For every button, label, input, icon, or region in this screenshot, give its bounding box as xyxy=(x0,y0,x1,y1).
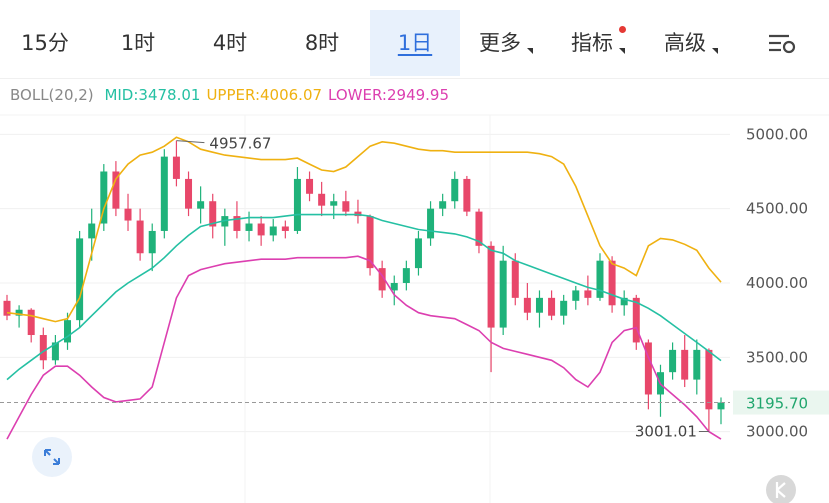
candle-body xyxy=(269,226,277,236)
candle-body xyxy=(572,290,580,301)
candle-body xyxy=(342,201,350,212)
tab[interactable]: 15分 xyxy=(21,31,69,55)
dropdown-arrow xyxy=(619,48,625,54)
y-tick-label: 4000.00 xyxy=(746,274,808,292)
band-line xyxy=(6,213,722,381)
candle-body xyxy=(245,223,253,231)
candle-body xyxy=(451,178,459,202)
candle-body xyxy=(548,297,556,316)
y-tick-label: 3000.00 xyxy=(746,423,808,441)
candle-body xyxy=(390,282,398,291)
indicator-name: BOLL(20,2) xyxy=(10,86,94,104)
max-label: 4957.67 xyxy=(209,135,271,153)
candle-body xyxy=(584,290,592,298)
candle-body xyxy=(209,201,217,227)
timeframe-tabs: 15分 1时 4时 8时 1日 更多 指标 高级 xyxy=(0,0,829,79)
candle-body xyxy=(100,171,108,224)
candle-body xyxy=(487,245,495,328)
candle-body xyxy=(681,349,689,380)
candle-body xyxy=(366,216,374,269)
candle-body xyxy=(499,260,507,328)
max-connector xyxy=(176,140,205,144)
candle-body xyxy=(160,156,168,231)
y-tick-label: 4500.00 xyxy=(746,200,808,218)
legend-entry: MID:3478.01 xyxy=(104,86,201,104)
candle-body xyxy=(76,238,84,321)
tab[interactable]: 1日 xyxy=(370,10,460,76)
last-price-label: 3195.70 xyxy=(746,395,808,413)
candle-body xyxy=(717,402,725,410)
candle-body xyxy=(112,171,120,209)
candle-body xyxy=(136,220,144,254)
expand-button[interactable] xyxy=(32,437,72,477)
tab[interactable]: 4时 xyxy=(212,31,248,55)
candle-body xyxy=(88,223,96,239)
candle-body xyxy=(414,238,422,269)
candle-body xyxy=(535,297,543,313)
candle-body xyxy=(64,320,72,343)
candle-body xyxy=(560,300,568,316)
notice-dot xyxy=(619,26,626,33)
candle-body xyxy=(257,223,265,236)
candle-body xyxy=(620,297,628,306)
candle-body xyxy=(172,156,180,179)
tab[interactable]: 高级 xyxy=(664,31,706,55)
y-tick-label: 3500.00 xyxy=(746,348,808,366)
candle-body xyxy=(233,216,241,231)
tab[interactable]: 1时 xyxy=(120,31,156,55)
min-label: 3001.01 xyxy=(635,422,697,440)
tab[interactable]: 指标 xyxy=(571,31,613,55)
candle-body xyxy=(523,297,531,313)
candle-body xyxy=(632,297,640,343)
candle-body xyxy=(475,211,483,246)
candle-body xyxy=(596,260,604,298)
candle-body xyxy=(124,208,132,221)
candle-body xyxy=(318,193,326,206)
candle-body xyxy=(644,342,652,395)
candle-body xyxy=(3,300,11,316)
candle-body xyxy=(427,208,435,239)
dropdown-arrow xyxy=(527,48,533,54)
back-button[interactable] xyxy=(766,475,796,503)
legend-entry: LOWER:2949.95 xyxy=(328,86,450,104)
candle-body xyxy=(281,226,289,231)
candle-body xyxy=(293,178,301,231)
candle-body xyxy=(306,178,314,194)
candle-body xyxy=(608,260,616,306)
candle-body xyxy=(402,268,410,283)
tab[interactable]: 8时 xyxy=(304,31,340,55)
candle-body xyxy=(511,260,519,298)
candle-body xyxy=(15,309,23,316)
candle-body xyxy=(705,349,713,410)
candle-body xyxy=(439,201,447,209)
candle-body xyxy=(39,335,47,361)
last-price-box xyxy=(733,390,829,415)
indicator-legend: BOLL(20,2) MID:3478.01 UPPER:4006.07 LOWER… xyxy=(10,86,455,104)
dropdown-arrow xyxy=(712,48,718,54)
candle-body xyxy=(463,178,471,212)
candle-body xyxy=(693,349,701,380)
candle-body xyxy=(197,201,205,209)
candle-body xyxy=(378,268,386,291)
candle-body xyxy=(185,178,193,209)
candle-body xyxy=(669,349,677,373)
candle-body xyxy=(51,342,59,361)
tab[interactable]: 更多 xyxy=(479,31,521,55)
candle-body xyxy=(330,201,338,206)
candle-body xyxy=(148,230,156,254)
band-line xyxy=(6,255,722,440)
legend-entry: UPPER:4006.07 xyxy=(206,86,323,104)
settings-icon[interactable] xyxy=(769,34,796,54)
band-line xyxy=(6,136,722,323)
y-tick-label: 5000.00 xyxy=(746,125,808,143)
candle-body xyxy=(27,309,35,336)
